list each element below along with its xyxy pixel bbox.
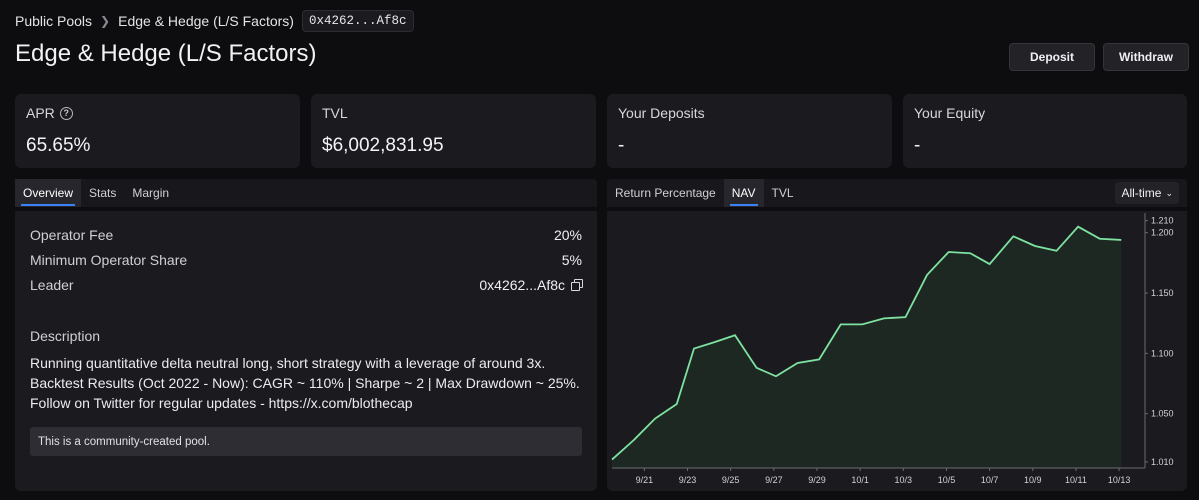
stat-card-apr: APR ? 65.65% (15, 94, 300, 168)
stat-label-tvl: TVL (322, 105, 348, 121)
breadcrumb-root[interactable]: Public Pools (15, 13, 93, 29)
stat-value-tvl: $6,002,831.95 (322, 135, 444, 156)
stat-value-apr: 65.65% (26, 135, 91, 156)
stat-card-deposits: Your Deposits - (607, 94, 892, 168)
description-text: Running quantitative delta neutral long,… (30, 355, 580, 411)
stat-label-equity: Your Equity (914, 105, 986, 121)
range-select[interactable]: All-time ⌄ (1115, 182, 1179, 204)
x-tick-label: 10/7 (981, 475, 999, 485)
y-tick-label: 1.100 (1151, 348, 1174, 358)
nav-chart-panel: 1.010 1.050 1.100 1.150 1.200 1.210 9/21 9/23 9/… (607, 211, 1187, 491)
x-tick-label: 10/1 (851, 475, 869, 485)
row-min-operator-share: Minimum Operator Share 5% (30, 247, 582, 272)
stat-label-deposits: Your Deposits (618, 105, 705, 121)
y-tick-label: 1.050 (1151, 409, 1174, 419)
row-leader: Leader 0x4262...Af8c (30, 272, 583, 297)
x-tick-label: 9/27 (765, 475, 783, 485)
y-tick-label: 1.150 (1151, 288, 1174, 298)
nav-chart[interactable]: 1.010 1.050 1.100 1.150 1.200 1.210 9/21 9/23 9/… (607, 211, 1187, 491)
operator-fee-label: Operator Fee (30, 226, 114, 243)
stat-card-tvl: TVL $6,002,831.95 (311, 94, 596, 168)
y-tick-label: 1.200 (1151, 228, 1174, 238)
y-tick-label: 1.210 (1151, 216, 1174, 226)
stat-card-equity: Your Equity - (903, 94, 1187, 168)
x-tick-label: 9/29 (808, 475, 826, 485)
info-circle-icon[interactable]: ? (59, 106, 73, 120)
left-tabbar: Overview Stats Margin (15, 179, 597, 207)
breadcrumb-address[interactable]: 0x4262...Af8c (301, 10, 414, 32)
x-tick-label: 10/5 (938, 475, 956, 485)
range-select-value: All-time (1121, 186, 1162, 200)
min-operator-share-value: 5% (561, 251, 582, 268)
chevron-right-icon: ❯ (100, 14, 111, 28)
y-tick-label: 1.010 (1151, 457, 1174, 467)
tab-return-percentage[interactable]: Return Percentage (615, 186, 716, 200)
tab-overview[interactable]: Overview (15, 179, 82, 207)
min-operator-share-label: Minimum Operator Share (30, 251, 188, 268)
community-pool-note: This is a community-created pool. (30, 427, 582, 456)
x-tick-label: 9/25 (722, 475, 740, 485)
nav-area (612, 226, 1122, 468)
x-tick-label: 10/13 (1108, 475, 1131, 485)
x-tick-label: 10/3 (895, 475, 913, 485)
stat-value-deposits: - (618, 135, 625, 156)
leader-label: Leader (30, 276, 74, 293)
tab-margin[interactable]: Margin (132, 186, 170, 200)
x-tick-label: 9/23 (679, 475, 697, 485)
chevron-down-icon: ⌄ (1165, 187, 1173, 198)
x-tick-label: 9/21 (636, 475, 654, 485)
x-tick-label: 10/9 (1024, 475, 1042, 485)
description-title: Description (30, 328, 101, 344)
page-title: Edge & Hedge (L/S Factors) (15, 40, 317, 67)
deposit-button[interactable]: Deposit (1009, 43, 1095, 71)
leader-value-wrap: 0x4262...Af8c (479, 276, 583, 293)
copy-icon[interactable] (571, 279, 583, 291)
tab-stats[interactable]: Stats (89, 186, 117, 200)
breadcrumb: Public Pools ❯ Edge & Hedge (L/S Factors… (15, 10, 414, 32)
x-tick-label: 10/11 (1065, 475, 1087, 485)
leader-address[interactable]: 0x4262...Af8c (479, 276, 565, 293)
tab-tvl[interactable]: TVL (771, 186, 794, 200)
row-operator-fee: Operator Fee 20% (30, 222, 582, 247)
operator-fee-value: 20% (553, 226, 582, 243)
withdraw-button[interactable]: Withdraw (1103, 43, 1189, 71)
nav-line (611, 225, 1122, 461)
stat-label-apr: APR (26, 105, 55, 121)
tab-nav[interactable]: NAV (723, 179, 764, 207)
breadcrumb-current: Edge & Hedge (L/S Factors) (118, 13, 294, 29)
chart-tabbar: Return Percentage NAV TVL All-time ⌄ (607, 179, 1187, 207)
overview-panel: Operator Fee 20% Minimum Operator Share … (15, 211, 597, 491)
stat-value-equity: - (914, 135, 921, 156)
